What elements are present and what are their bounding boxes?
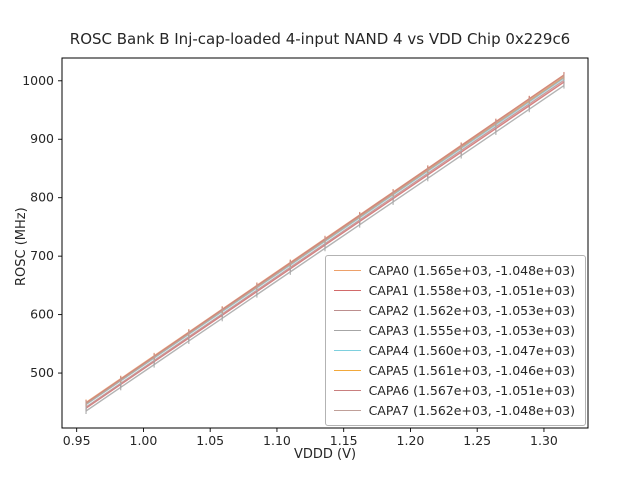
x-tick-label: 1.10 <box>263 433 291 448</box>
legend-label: CAPA5 (1.561e+03, -1.046e+03) <box>368 363 575 378</box>
x-tick-label: 1.30 <box>530 433 558 448</box>
x-tick-label: 1.15 <box>330 433 358 448</box>
legend-entry-capa2: CAPA2 (1.562e+03, -1.053e+03) <box>333 301 575 320</box>
legend-line-sample <box>333 290 361 291</box>
legend-line-sample <box>333 270 361 271</box>
legend-entry-capa1: CAPA1 (1.558e+03, -1.051e+03) <box>333 281 575 300</box>
legend-entry-capa7: CAPA7 (1.562e+03, -1.048e+03) <box>333 401 575 420</box>
legend-label: CAPA0 (1.565e+03, -1.048e+03) <box>368 263 575 278</box>
legend-entry-capa3: CAPA3 (1.555e+03, -1.053e+03) <box>333 321 575 340</box>
legend-label: CAPA6 (1.567e+03, -1.051e+03) <box>368 383 575 398</box>
y-tick-label: 900 <box>30 131 54 146</box>
y-tick-label: 700 <box>30 248 54 263</box>
legend-line-sample <box>333 390 361 391</box>
y-tick-label: 1000 <box>22 73 54 88</box>
y-tick-label: 500 <box>30 365 54 380</box>
y-tick-label: 600 <box>30 307 54 322</box>
legend-line-sample <box>333 350 361 351</box>
legend-line-sample <box>333 410 361 411</box>
x-axis-label: VDDD (V) <box>293 447 357 462</box>
y-tick-label: 800 <box>30 190 54 205</box>
x-tick-label: 1.20 <box>397 433 425 448</box>
legend: CAPA0 (1.565e+03, -1.048e+03) CAPA1 (1.55… <box>324 255 586 426</box>
legend-line-sample <box>333 330 361 331</box>
legend-line-sample <box>333 370 361 371</box>
legend-entry-capa5: CAPA5 (1.561e+03, -1.046e+03) <box>333 361 575 380</box>
legend-entry-capa6: CAPA6 (1.567e+03, -1.051e+03) <box>333 381 575 400</box>
legend-label: CAPA3 (1.555e+03, -1.053e+03) <box>368 323 575 338</box>
legend-label: CAPA2 (1.562e+03, -1.053e+03) <box>368 303 575 318</box>
legend-label: CAPA4 (1.560e+03, -1.047e+03) <box>368 343 575 358</box>
chart-title: ROSC Bank B Inj-cap-loaded 4-input NAND … <box>69 30 571 48</box>
legend-line-sample <box>333 310 361 311</box>
x-tick-label: 1.00 <box>130 433 158 448</box>
x-tick-label: 1.05 <box>196 433 224 448</box>
legend-entry-capa0: CAPA0 (1.565e+03, -1.048e+03) <box>333 261 575 280</box>
legend-label: CAPA7 (1.562e+03, -1.048e+03) <box>368 403 575 418</box>
x-tick-label: 0.95 <box>63 433 91 448</box>
legend-entry-capa4: CAPA4 (1.560e+03, -1.047e+03) <box>333 341 575 360</box>
x-tick-label: 1.25 <box>463 433 491 448</box>
legend-label: CAPA1 (1.558e+03, -1.051e+03) <box>368 283 575 298</box>
y-axis-label: ROSC (MHz) <box>14 207 29 286</box>
